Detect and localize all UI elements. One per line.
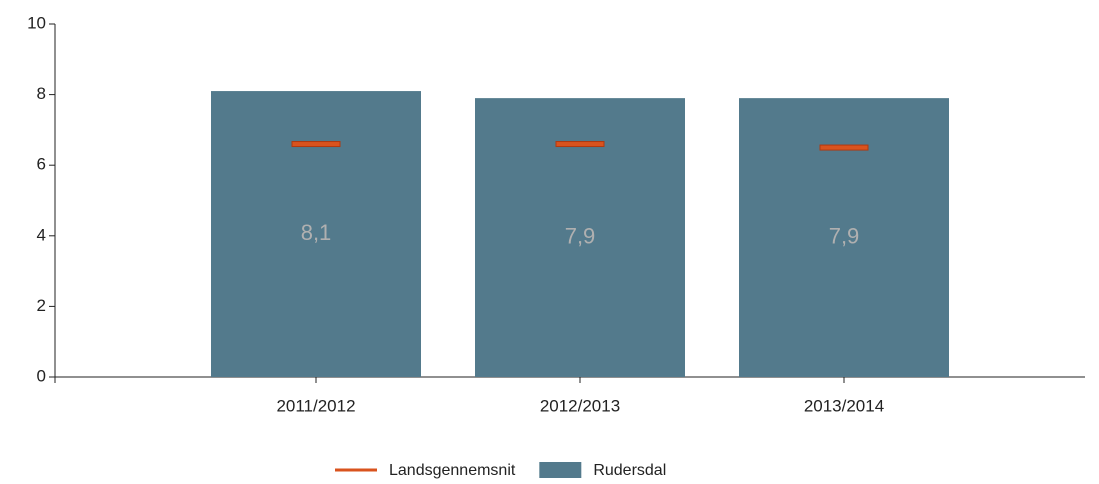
value-label: 8,1 (301, 220, 332, 245)
y-tick-label: 6 (37, 155, 46, 174)
value-label: 7,9 (565, 223, 596, 248)
value-label: 7,9 (829, 223, 860, 248)
x-tick-label: 2012/2013 (540, 396, 620, 415)
y-tick-label: 10 (27, 13, 46, 32)
legend-label: Landsgennemsnit (389, 462, 516, 479)
legend-swatch (539, 462, 582, 478)
bar (211, 91, 421, 377)
y-tick-label: 2 (37, 296, 46, 315)
average-marker (291, 141, 341, 148)
y-tick-label: 4 (37, 225, 46, 244)
legend-label: Rudersdal (593, 462, 666, 479)
y-tick-label: 8 (37, 84, 46, 103)
x-tick-label: 2011/2012 (276, 396, 355, 415)
y-tick-label: 0 (37, 366, 46, 385)
average-marker (555, 141, 605, 148)
x-tick-label: 2013/2014 (804, 396, 884, 415)
average-marker (819, 144, 869, 151)
